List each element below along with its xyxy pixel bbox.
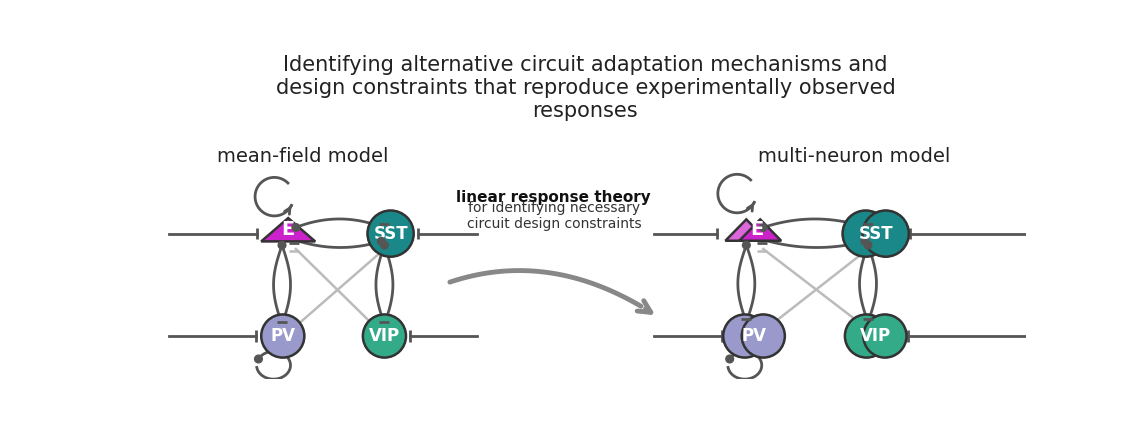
Text: E: E [751, 220, 764, 239]
Circle shape [759, 224, 767, 231]
Circle shape [726, 355, 734, 363]
Circle shape [375, 327, 386, 337]
Text: E: E [281, 220, 295, 239]
Circle shape [278, 241, 286, 249]
Circle shape [743, 241, 750, 249]
Circle shape [845, 314, 888, 357]
Text: Identifying alternative circuit adaptation mechanisms and
design constraints tha: Identifying alternative circuit adaptati… [275, 55, 895, 121]
Text: SST: SST [858, 225, 893, 243]
Circle shape [863, 210, 909, 257]
Circle shape [742, 314, 785, 357]
Circle shape [262, 314, 304, 357]
Circle shape [861, 237, 869, 245]
Circle shape [866, 327, 877, 337]
Circle shape [724, 314, 766, 357]
Text: for identifying necessary
circuit design constraints: for identifying necessary circuit design… [466, 201, 641, 231]
Polygon shape [262, 218, 315, 242]
Circle shape [368, 210, 414, 257]
Circle shape [255, 355, 262, 363]
Circle shape [291, 224, 299, 231]
Text: VIP: VIP [369, 327, 400, 345]
Text: linear response theory: linear response theory [456, 190, 652, 205]
Circle shape [283, 327, 295, 337]
Text: multi-neuron model: multi-neuron model [758, 147, 950, 167]
Circle shape [863, 314, 906, 357]
Circle shape [864, 241, 872, 249]
Text: mean-field model: mean-field model [216, 147, 389, 167]
Text: SST: SST [374, 225, 408, 243]
Polygon shape [740, 219, 781, 241]
Text: PV: PV [742, 327, 767, 345]
Circle shape [757, 327, 767, 337]
Text: PV: PV [270, 327, 295, 345]
Circle shape [362, 314, 406, 357]
Circle shape [842, 210, 889, 257]
Polygon shape [726, 219, 767, 241]
Circle shape [381, 241, 389, 249]
Circle shape [377, 237, 385, 245]
Text: VIP: VIP [861, 327, 892, 345]
